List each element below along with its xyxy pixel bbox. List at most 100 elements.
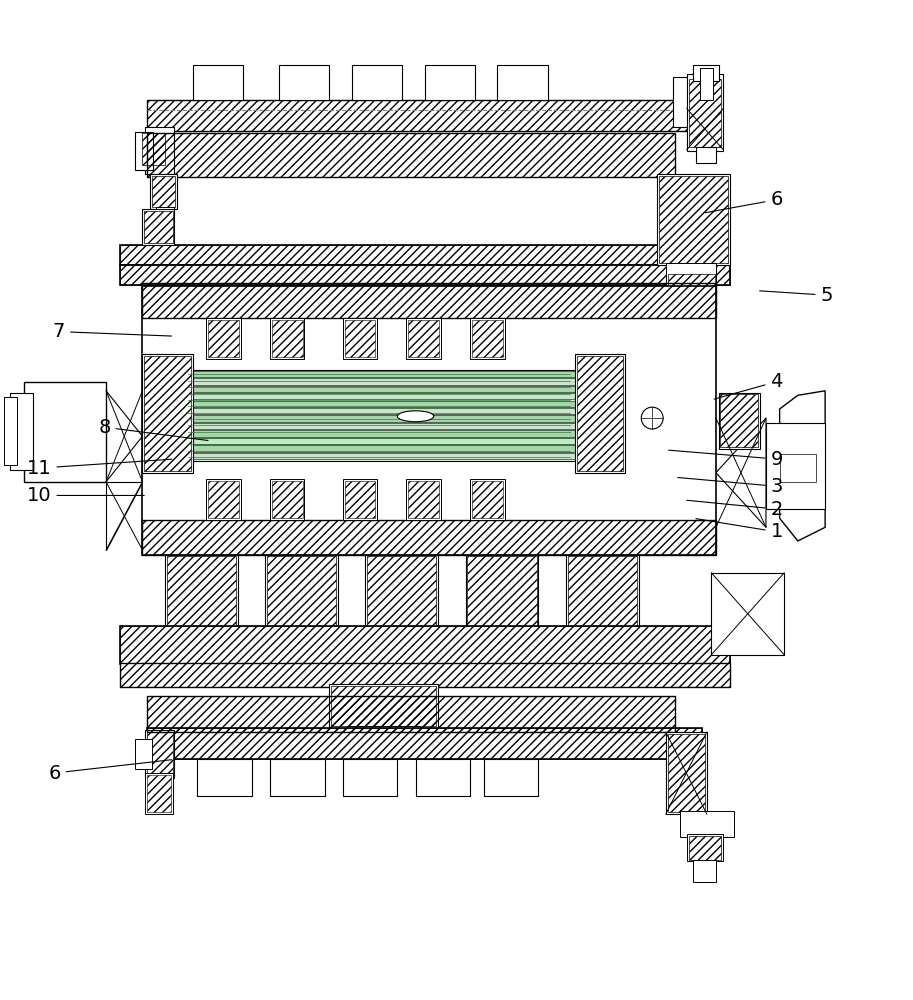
Bar <box>711 573 784 655</box>
Bar <box>184 408 575 414</box>
Bar <box>147 100 702 131</box>
Bar <box>766 423 825 509</box>
Bar <box>566 555 638 627</box>
Bar <box>498 65 548 100</box>
Bar <box>406 479 441 520</box>
Bar <box>342 759 397 796</box>
Bar <box>147 696 675 732</box>
Bar <box>147 696 675 732</box>
Bar <box>142 133 165 165</box>
Bar <box>206 318 241 359</box>
Bar <box>208 320 239 357</box>
Bar <box>367 556 436 626</box>
Bar <box>120 663 729 687</box>
Bar <box>184 453 575 459</box>
Bar <box>658 176 728 263</box>
Text: 8: 8 <box>99 418 208 440</box>
Bar <box>329 684 438 728</box>
Bar <box>197 759 252 796</box>
Bar <box>687 834 723 861</box>
Bar <box>150 174 177 209</box>
Bar <box>147 133 675 177</box>
Bar <box>425 65 475 100</box>
Bar <box>208 481 239 518</box>
Bar <box>120 626 729 664</box>
Bar <box>270 479 305 520</box>
Text: 3: 3 <box>677 477 783 496</box>
Bar <box>147 100 702 131</box>
Bar <box>700 68 713 100</box>
Bar <box>272 320 303 357</box>
Bar <box>688 79 721 147</box>
Bar <box>666 732 707 814</box>
Bar <box>568 556 636 626</box>
Bar <box>135 739 152 769</box>
Bar <box>272 481 303 518</box>
Bar <box>279 65 329 100</box>
Text: 2: 2 <box>687 500 783 519</box>
Bar <box>347 726 420 746</box>
Bar <box>467 556 537 626</box>
Bar <box>688 836 721 860</box>
Bar <box>142 283 716 318</box>
Bar <box>670 289 711 302</box>
Bar <box>667 274 715 300</box>
Bar <box>184 370 575 461</box>
Bar <box>666 263 716 291</box>
Bar <box>120 265 729 285</box>
Bar <box>147 133 675 177</box>
Text: 7: 7 <box>53 322 172 341</box>
Bar <box>142 354 193 473</box>
Bar <box>145 127 174 174</box>
Bar <box>268 556 336 626</box>
Text: 4: 4 <box>714 372 783 399</box>
Bar <box>365 555 438 627</box>
Bar <box>142 520 716 555</box>
Bar <box>656 174 729 265</box>
Bar <box>406 318 441 359</box>
Bar <box>120 245 729 265</box>
Bar <box>147 728 702 759</box>
Bar <box>24 382 106 482</box>
Bar <box>147 732 173 776</box>
Bar <box>342 318 377 359</box>
Bar <box>156 207 174 218</box>
Bar <box>206 479 241 520</box>
Bar <box>135 132 153 170</box>
Bar <box>152 176 175 207</box>
Bar <box>408 481 439 518</box>
Bar <box>120 265 729 285</box>
Polygon shape <box>106 391 142 482</box>
Bar <box>184 445 575 452</box>
Bar <box>184 393 575 399</box>
Bar <box>184 386 575 392</box>
Bar <box>687 74 723 151</box>
Polygon shape <box>106 482 142 550</box>
Text: 5: 5 <box>760 286 833 305</box>
Bar <box>331 686 436 726</box>
Bar <box>184 438 575 444</box>
Polygon shape <box>716 418 766 527</box>
Bar <box>147 775 171 812</box>
Bar <box>184 371 575 377</box>
Bar <box>693 860 716 882</box>
Bar <box>120 626 729 664</box>
Bar <box>466 555 539 627</box>
Bar <box>270 318 305 359</box>
Bar <box>10 393 33 470</box>
Bar <box>142 283 716 318</box>
Bar <box>144 356 191 471</box>
Polygon shape <box>780 391 825 541</box>
Bar <box>120 245 729 265</box>
Bar <box>342 479 377 520</box>
Bar <box>408 320 439 357</box>
Bar <box>352 65 402 100</box>
Bar <box>719 393 760 449</box>
Text: 11: 11 <box>26 459 172 478</box>
Bar <box>472 481 503 518</box>
Bar <box>145 773 173 814</box>
Bar <box>165 555 238 627</box>
Bar <box>142 209 174 245</box>
Text: 6: 6 <box>48 760 172 783</box>
Bar <box>679 811 734 837</box>
